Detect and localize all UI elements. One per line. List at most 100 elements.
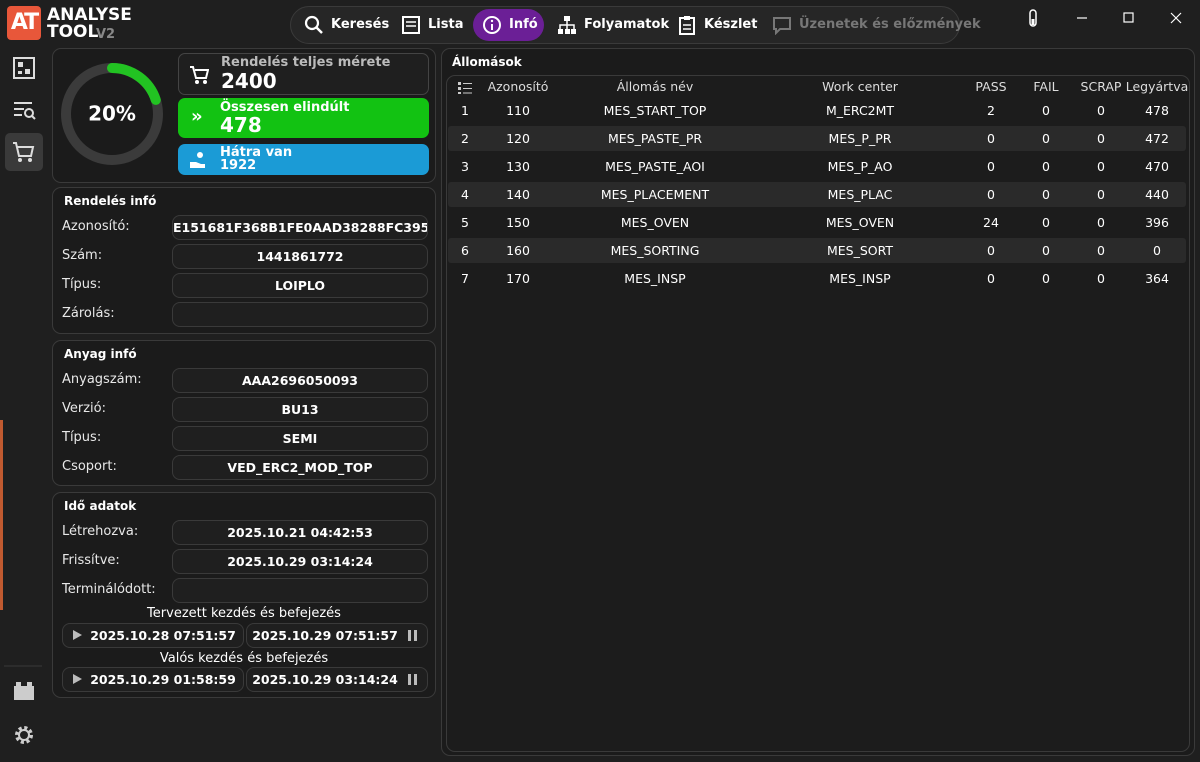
table-cell: 0 — [987, 131, 995, 146]
column-header[interactable]: Legyártva — [1125, 79, 1189, 94]
field-label: Típus: — [62, 277, 102, 292]
progress-label: 20% — [88, 102, 136, 126]
nav-search[interactable]: Keresés — [304, 11, 389, 39]
column-header[interactable]: FAIL — [1033, 79, 1059, 94]
nav-info[interactable]: Infó — [482, 11, 538, 39]
theme-button[interactable] — [1029, 9, 1037, 27]
field-value: VED_ERC2_MOD_TOP — [172, 455, 428, 480]
stat-label: Rendelés teljes mérete — [221, 55, 391, 70]
column-chooser[interactable] — [457, 81, 473, 95]
table-cell: MES_PASTE_PR — [607, 131, 703, 146]
stat-value: 478 — [220, 113, 262, 137]
date-value: 2025.10.29 03:14:24 — [252, 672, 398, 687]
pause-icon[interactable] — [408, 630, 417, 641]
stations-table — [446, 75, 1190, 752]
app-name: TOOL — [47, 22, 99, 42]
field-value: E151681F368B1FE0AAD38288FC395EC4 — [172, 215, 428, 240]
table-cell: 0 — [1097, 131, 1105, 146]
field-value: SEMI — [172, 426, 428, 451]
table-cell: 0 — [1042, 271, 1050, 286]
nav-label: Készlet — [704, 17, 758, 32]
table-cell: 0 — [1042, 159, 1050, 174]
table-cell: 472 — [1145, 131, 1169, 146]
table-cell: 110 — [506, 103, 530, 118]
field-value: LOIPLO — [172, 273, 428, 298]
nav-processes[interactable]: Folyamatok — [557, 11, 669, 39]
sidebar-qr[interactable] — [13, 57, 35, 79]
sidebar — [4, 57, 43, 744]
panel-title: Állomások — [452, 55, 522, 69]
column-header[interactable]: PASS — [975, 79, 1007, 94]
sidebar-cart-selected[interactable] — [5, 133, 43, 171]
field-label: Terminálódott: — [62, 582, 156, 597]
maximize-button[interactable] — [1123, 12, 1134, 23]
table-cell: 440 — [1145, 187, 1169, 202]
table-cell: 5 — [461, 215, 469, 230]
field-label: Verzió: — [62, 401, 106, 416]
progress-ring: 20% — [61, 63, 163, 165]
table-cell: 0 — [1042, 103, 1050, 118]
date-end: 2025.10.29 03:14:24 — [246, 667, 428, 692]
nav-list[interactable]: Lista — [401, 11, 463, 39]
icon — [773, 17, 791, 35]
field-value — [172, 302, 428, 327]
section-title: Tervezett kezdés és befejezés — [147, 606, 341, 621]
stat-label: Összesen elindúlt — [220, 100, 350, 115]
icon — [679, 16, 695, 35]
table-cell: 6 — [461, 243, 469, 258]
column-header[interactable]: Work center — [822, 79, 898, 94]
table-cell: 0 — [1153, 243, 1161, 258]
table-cell: MES_OVEN — [620, 215, 690, 230]
table-cell: 0 — [1097, 271, 1105, 286]
row-stripe — [448, 126, 1186, 151]
stat-value: 1922 — [220, 158, 257, 173]
field-label: Szám: — [62, 248, 103, 263]
icon — [18, 158, 22, 162]
table-cell: 0 — [1042, 243, 1050, 258]
play-icon[interactable] — [73, 674, 82, 684]
field-label: Frissítve: — [62, 553, 120, 568]
pause-icon[interactable] — [408, 674, 417, 685]
progress-arc — [61, 63, 163, 165]
table-cell: 24 — [983, 215, 999, 230]
column-header[interactable]: Azonosító — [487, 79, 549, 94]
table-cell: 0 — [987, 271, 995, 286]
stat-total: Rendelés teljes mérete 2400 — [178, 53, 429, 95]
date-value: 2025.10.28 07:51:57 — [90, 628, 236, 643]
table-cell: 170 — [506, 271, 530, 286]
sidebar-search-list[interactable] — [14, 102, 36, 120]
row-stripe — [448, 238, 1186, 263]
table-cell: 478 — [1145, 103, 1169, 118]
field-value: AAA2696050093 — [172, 368, 428, 393]
table-cell: 470 — [1145, 159, 1169, 174]
table-cell: 2 — [461, 131, 469, 146]
sidebar-modules[interactable] — [14, 682, 34, 700]
field-value: BU13 — [172, 397, 428, 422]
icon: » — [191, 106, 203, 127]
row-stripe — [448, 182, 1186, 207]
nav-stock[interactable]: Készlet — [677, 11, 757, 39]
logo-text: AT — [10, 10, 39, 35]
nav-label: Folyamatok — [584, 17, 670, 32]
table-cell: 0 — [1042, 215, 1050, 230]
table-cell: 150 — [506, 215, 530, 230]
column-header[interactable]: Állomás név — [616, 79, 694, 94]
table-cell: 0 — [1097, 187, 1105, 202]
icon — [558, 16, 576, 34]
table-cell: MES_PASTE_AOI — [605, 159, 705, 174]
sidebar-settings[interactable] — [15, 726, 33, 744]
panel-title: Anyag infó — [64, 347, 137, 361]
icon — [190, 152, 205, 168]
logo: AT — [7, 6, 41, 40]
table-cell: 364 — [1145, 271, 1169, 286]
table-cell: 0 — [987, 187, 995, 202]
nav-messages[interactable]: Üzenetek és előzmények — [772, 11, 981, 39]
field-value: 2025.10.29 03:14:24 — [172, 549, 428, 574]
play-icon[interactable] — [73, 630, 82, 640]
window-edge — [0, 420, 3, 610]
column-header[interactable]: SCRAP — [1080, 79, 1122, 94]
close-button[interactable] — [1170, 12, 1182, 24]
table-cell: 2 — [987, 103, 995, 118]
